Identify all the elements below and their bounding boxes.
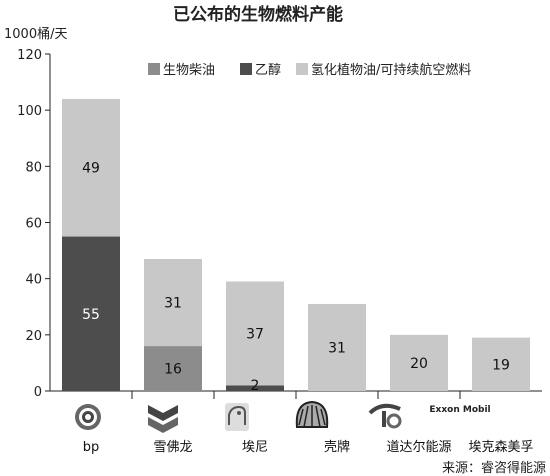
bar-segment (390, 334, 448, 391)
category-label: 雪佛龙 (153, 440, 192, 455)
data-label: 37 (246, 326, 264, 342)
y-tick-label: 120 (17, 48, 42, 63)
bar-segment (144, 259, 202, 347)
data-label: 16 (164, 362, 182, 378)
legend-label: 生物柴油 (163, 63, 215, 78)
data-labels: 55 49 16 31 2 37 31 20 19 (82, 161, 510, 394)
bar-segment (62, 236, 120, 391)
data-label: 55 (82, 307, 100, 323)
legend-label: 氢化植物油/可持续航空燃料 (311, 62, 471, 78)
company-logos: Exxon Mobil (75, 400, 491, 433)
y-tick-label: 0 (34, 385, 42, 400)
y-tick-label: 20 (25, 329, 42, 344)
legend-swatch (240, 63, 252, 75)
legend: 生物柴油 乙醇 氢化植物油/可持续航空燃料 (148, 62, 471, 78)
legend-swatch (148, 63, 160, 75)
category-label: 壳牌 (324, 439, 350, 455)
category-label: 埃克森美孚 (468, 440, 533, 455)
y-axis: 0 20 40 60 80 100 120 (17, 48, 542, 400)
data-label: 31 (328, 340, 346, 356)
category-label: bp (83, 440, 100, 455)
data-label: 2 (251, 378, 260, 394)
chart-title: 已公布的生物燃料产能 (173, 4, 343, 25)
bp-logo-icon (75, 404, 101, 430)
y-tick-label: 40 (25, 273, 42, 288)
source-note: 来源：睿咨得能源 (442, 460, 546, 476)
data-label: 19 (492, 357, 510, 373)
shell-logo-icon (295, 400, 329, 428)
data-label: 31 (164, 296, 182, 312)
totalenergies-logo-icon (368, 403, 402, 429)
legend-swatch (296, 63, 308, 75)
data-label: 20 (410, 356, 428, 372)
bar-segment (226, 385, 284, 391)
category-label: 道达尔能源 (386, 440, 451, 455)
data-label: 49 (82, 161, 100, 177)
y-axis-label: 1000桶/天 (4, 27, 67, 42)
y-tick-label: 60 (25, 217, 42, 232)
bar-segment (144, 346, 202, 391)
chevron-logo-icon (148, 405, 178, 433)
y-tick-label: 80 (25, 160, 42, 175)
eni-logo-icon (225, 403, 249, 431)
y-tick-label: 100 (17, 104, 42, 119)
bar-segment (62, 98, 120, 237)
category-labels: bp 雪佛龙 埃尼 壳牌 道达尔能源 埃克森美孚 (83, 439, 534, 455)
bar-segment (226, 281, 284, 386)
bar-segment (472, 337, 530, 391)
category-label: 埃尼 (242, 440, 268, 455)
bar-segment (308, 303, 366, 391)
exxonmobil-logo-text: Exxon Mobil (429, 405, 490, 415)
bars (62, 98, 530, 391)
legend-label: 乙醇 (255, 62, 281, 78)
exxonmobil-logo-icon: Exxon Mobil (429, 405, 490, 415)
